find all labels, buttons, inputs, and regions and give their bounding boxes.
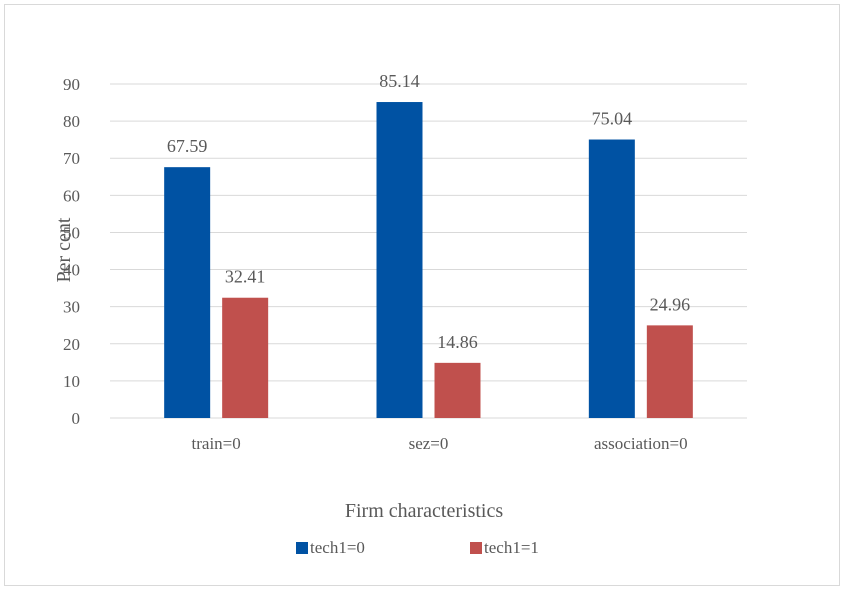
- y-tick-label: 60: [63, 186, 80, 205]
- legend-swatch: [296, 542, 308, 554]
- bar-tech1-1: [646, 325, 693, 418]
- bar-tech1-1: [434, 362, 481, 418]
- y-tick-label: 50: [63, 223, 80, 242]
- y-axis-title: Per cent: [53, 217, 75, 282]
- data-label: 24.96: [650, 294, 691, 314]
- y-tick-label: 20: [63, 335, 80, 354]
- gridlines: [110, 83, 747, 419]
- data-label: 67.59: [167, 136, 208, 156]
- x-axis-categories: train=0 sez=0 association=0: [192, 434, 688, 453]
- bars: [164, 102, 693, 418]
- data-label: 32.41: [225, 267, 266, 287]
- bar-tech1-0: [164, 167, 211, 418]
- x-category-label: association=0: [594, 434, 688, 453]
- y-tick-label: 90: [63, 75, 80, 94]
- bar-tech1-1: [222, 297, 269, 418]
- legend: tech1=0 tech1=1: [296, 538, 539, 557]
- x-category-label: sez=0: [409, 434, 449, 453]
- x-axis-title: Firm characteristics: [345, 500, 503, 522]
- y-tick-label: 30: [63, 298, 80, 317]
- y-tick-label: 80: [63, 112, 80, 131]
- x-category-label: train=0: [192, 434, 241, 453]
- legend-label: tech1=1: [484, 538, 539, 557]
- legend-swatch: [470, 542, 482, 554]
- y-tick-label: 0: [72, 409, 81, 428]
- legend-label: tech1=0: [310, 538, 365, 557]
- y-tick-label: 40: [63, 261, 80, 280]
- y-tick-label: 70: [63, 149, 80, 168]
- data-label: 14.86: [437, 332, 478, 352]
- bar-tech1-0: [376, 102, 423, 418]
- bar-tech1-0: [588, 139, 635, 418]
- y-tick-label: 10: [63, 372, 80, 391]
- legend-item: tech1=1: [470, 538, 539, 557]
- data-labels: 67.59 32.41 85.14 14.86 75.04 24.96: [167, 71, 690, 352]
- legend-item: tech1=0: [296, 538, 365, 557]
- data-label: 75.04: [592, 109, 633, 129]
- y-axis-ticks: 0 10 20 30 40 50 60 70 80 90: [63, 75, 80, 428]
- data-label: 85.14: [379, 71, 420, 91]
